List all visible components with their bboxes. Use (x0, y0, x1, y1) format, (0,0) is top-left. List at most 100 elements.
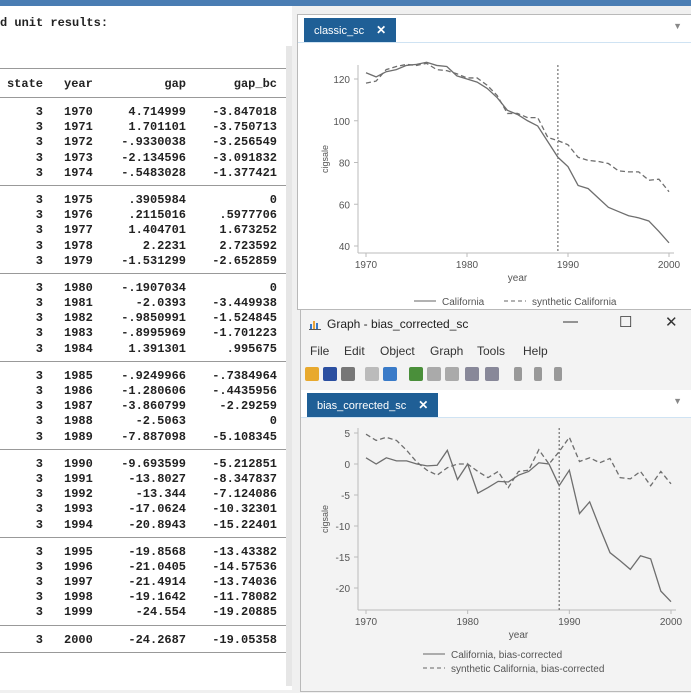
cell-year: 1987 (64, 399, 93, 413)
cell-gap: -2.0393 (136, 296, 186, 310)
x-tick-label: 2000 (658, 260, 681, 271)
menu-graph[interactable]: Graph (430, 344, 463, 358)
cell-state: 3 (36, 518, 43, 532)
cell-year: 1978 (64, 239, 93, 253)
tab-bias-corrected-sc[interactable]: bias_corrected_sc ✕ (307, 393, 438, 417)
open-icon[interactable] (305, 367, 319, 381)
cell-year: 1992 (64, 487, 93, 501)
close-tab-icon[interactable]: ✕ (418, 398, 428, 412)
cell-gap-bc: 0 (270, 193, 277, 207)
cell-gap-bc: -2.652859 (212, 254, 277, 268)
rename-icon[interactable] (427, 367, 441, 381)
cell-gap: -2.134596 (121, 151, 186, 165)
cell-year: 1984 (64, 342, 93, 356)
cell-gap: 1.391301 (128, 342, 186, 356)
cell-state: 3 (36, 590, 43, 604)
cell-year: 1977 (64, 223, 93, 237)
cell-gap: -20.8943 (128, 518, 186, 532)
y-tick-label: -5 (341, 491, 350, 502)
menu-tools[interactable]: Tools (477, 344, 505, 358)
cell-state: 3 (36, 135, 43, 149)
graph-window-title: Graph - bias_corrected_sc (327, 317, 468, 331)
cell-gap-bc: -19.05358 (212, 633, 277, 647)
cell-state: 3 (36, 430, 43, 444)
y-tick-label: 60 (339, 200, 351, 211)
undo-icon[interactable] (465, 367, 479, 381)
pause-icon[interactable] (534, 367, 542, 381)
cell-gap-bc: 1.673252 (219, 223, 277, 237)
y-axis-label: cigsale (320, 145, 330, 173)
x-tick-label: 2000 (660, 617, 683, 628)
cell-gap-bc: -3.091832 (212, 151, 277, 165)
cell-year: 1988 (64, 414, 93, 428)
cell-state: 3 (36, 414, 43, 428)
vertical-scrollbar[interactable] (286, 46, 292, 686)
tab-dropdown-icon[interactable]: ▼ (673, 396, 682, 406)
y-tick-label: -15 (336, 553, 351, 564)
redo-icon[interactable] (485, 367, 499, 381)
legend-entry: synthetic California, bias-corrected (451, 664, 604, 675)
cell-year: 1981 (64, 296, 93, 310)
series-line-synthetic (366, 63, 669, 191)
cell-gap-bc: -11.78082 (212, 590, 277, 604)
cell-state: 3 (36, 151, 43, 165)
menu-object[interactable]: Object (380, 344, 415, 358)
cell-gap: -.8995969 (121, 326, 186, 340)
cell-gap: -1.531299 (121, 254, 186, 268)
cell-state: 3 (36, 296, 43, 310)
cell-state: 3 (36, 193, 43, 207)
save-icon[interactable] (323, 367, 337, 381)
maximize-button[interactable]: ☐ (619, 313, 632, 331)
cell-state: 3 (36, 384, 43, 398)
cell-state: 3 (36, 560, 43, 574)
minimize-button[interactable]: — (563, 313, 578, 330)
menu-file[interactable]: File (310, 344, 329, 358)
x-axis-label: year (509, 630, 529, 641)
y-tick-label: -10 (336, 522, 351, 533)
cell-gap-bc: -15.22401 (212, 518, 277, 532)
cell-gap: -24.554 (136, 605, 186, 619)
cell-state: 3 (36, 254, 43, 268)
move-icon[interactable] (445, 367, 459, 381)
tab-label: bias_corrected_sc (317, 400, 406, 412)
graph-app-icon (309, 318, 321, 330)
cell-gap-bc: 0 (270, 414, 277, 428)
tab-strip: bias_corrected_sc ✕ ▼ (301, 390, 691, 418)
menu-edit[interactable]: Edit (344, 344, 365, 358)
column-header-gap: gap (164, 77, 186, 91)
cell-year: 1976 (64, 208, 93, 222)
play-icon[interactable] (554, 367, 562, 381)
print-icon[interactable] (341, 367, 355, 381)
paste-icon[interactable] (383, 367, 397, 381)
record-icon[interactable] (514, 367, 522, 381)
menu-help[interactable]: Help (523, 344, 548, 358)
cell-state: 3 (36, 311, 43, 325)
cell-gap: -.9249966 (121, 369, 186, 383)
cell-gap-bc: -1.377421 (212, 166, 277, 180)
graph-editor-icon[interactable] (409, 367, 423, 381)
copy-icon[interactable] (365, 367, 379, 381)
close-window-button[interactable]: ✕ (665, 313, 678, 331)
column-header-year: year (64, 77, 93, 91)
